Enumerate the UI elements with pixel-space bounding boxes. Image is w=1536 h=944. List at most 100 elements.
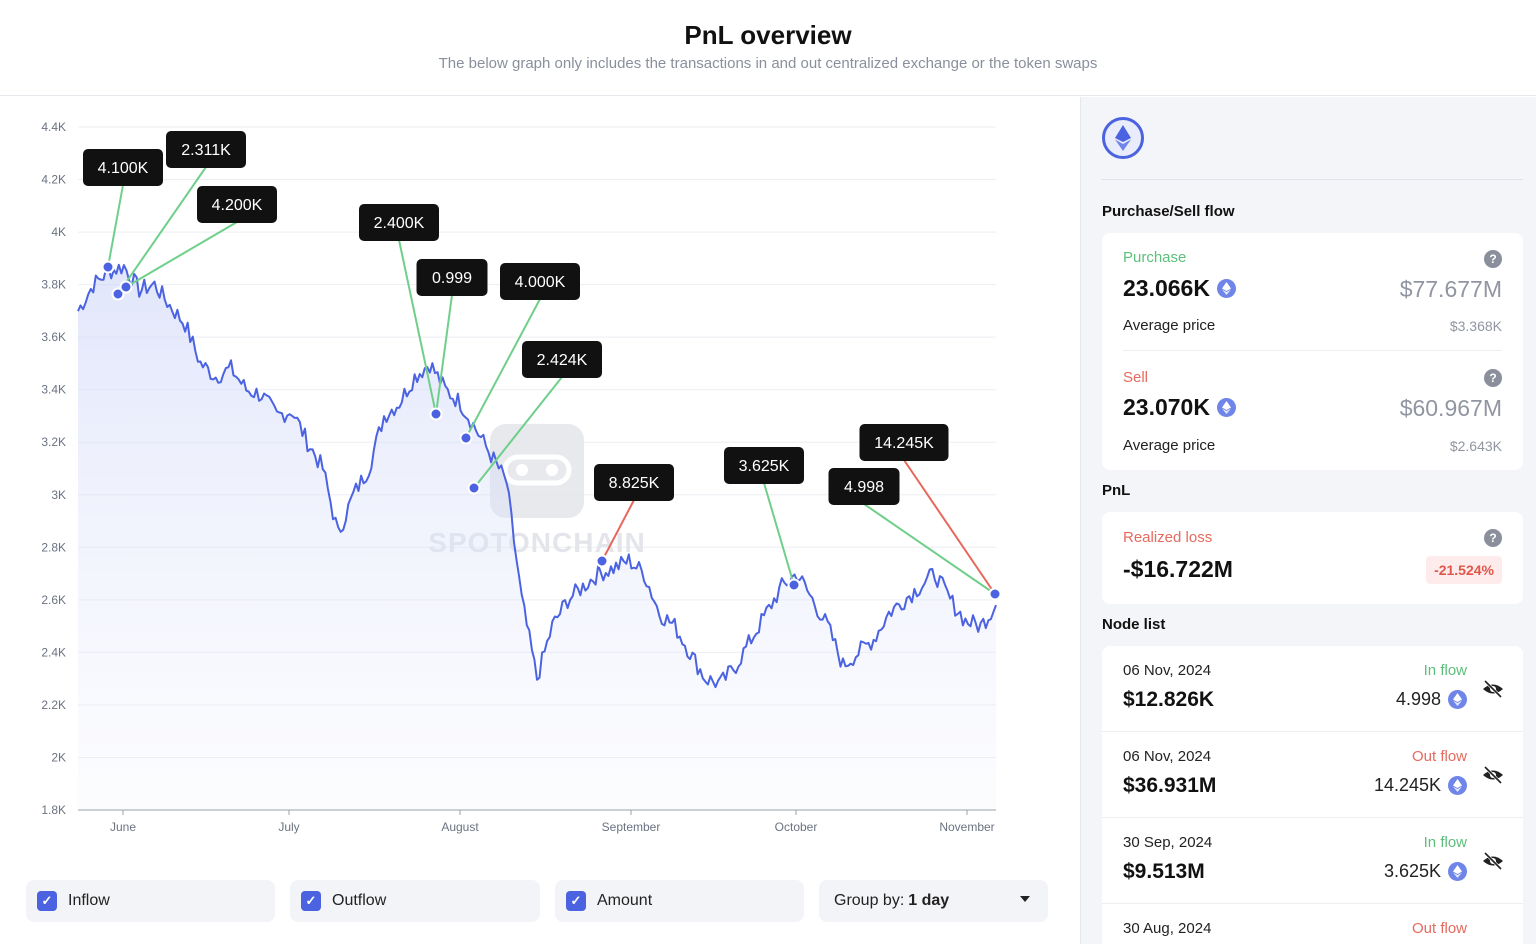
annotation-label: 0.999 <box>432 270 472 287</box>
purchase-label: Purchase <box>1123 249 1187 266</box>
side-panel: Purchase/Sell flow Purchase ? 23.066K $7… <box>1080 97 1536 944</box>
annotation-box[interactable] <box>166 131 246 168</box>
node-item[interactable]: 30 Sep, 2024 $9.513M In flow 3.625K <box>1102 818 1523 904</box>
page-header: PnL overview The below graph only includ… <box>0 0 1536 96</box>
annotation-connector <box>398 239 437 415</box>
help-icon[interactable]: ? <box>1484 369 1502 387</box>
outflow-label: Outflow <box>332 892 387 909</box>
pnl-card: Realized loss ? -$16.722M -21.524% <box>1102 512 1523 604</box>
node-value: $36.931M <box>1123 774 1217 797</box>
check-icon: ✓ <box>301 891 321 911</box>
node-value: $12.826K <box>1123 688 1215 711</box>
sell-amount-value: 23.070K <box>1123 394 1210 420</box>
inflow-toggle[interactable]: ✓ Inflow <box>26 880 275 922</box>
eye-off-icon[interactable] <box>1482 766 1504 784</box>
flow-node[interactable] <box>111 287 125 301</box>
help-icon[interactable]: ? <box>1484 529 1502 547</box>
check-icon: ✓ <box>37 891 57 911</box>
node-amount: 14.245K <box>1374 775 1467 796</box>
annotation-connector <box>601 499 635 562</box>
flow-node[interactable] <box>119 280 133 294</box>
flow-node[interactable] <box>595 554 609 568</box>
chevron-down-icon <box>1020 896 1030 902</box>
node-date: 30 Aug, 2024 <box>1123 920 1212 937</box>
amount-label: Amount <box>597 892 653 909</box>
annotation-box[interactable] <box>416 259 488 296</box>
divider <box>1123 350 1502 351</box>
annotation-connector <box>903 459 996 595</box>
annotation-connector <box>125 221 238 288</box>
area-fill <box>78 264 996 810</box>
chart-panel: SPOTONCHAIN 4.100K 2.311K 4.200K 2.400K 0.99… <box>0 97 1079 944</box>
node-flow: Out flow <box>1411 748 1467 765</box>
node-amount: 4.998 <box>1396 689 1467 710</box>
annotation-box[interactable] <box>724 447 804 484</box>
purchase-amount: 23.066K <box>1123 275 1236 302</box>
ethereum-icon <box>1102 117 1144 159</box>
annotation-connector <box>465 298 541 439</box>
annotation-label: 3.625K <box>739 458 790 475</box>
flow-node[interactable] <box>988 587 1002 601</box>
purchase-sell-title: Purchase/Sell flow <box>1102 203 1235 220</box>
outflow-toggle[interactable]: ✓ Outflow <box>290 880 540 922</box>
purchase-amount-value: 23.066K <box>1123 275 1210 301</box>
node-item[interactable]: 06 Nov, 2024 $36.931M Out flow 14.245K <box>1102 732 1523 818</box>
realized-loss-value: -$16.722M <box>1123 556 1233 582</box>
help-icon[interactable]: ? <box>1484 250 1502 268</box>
y-tick-label: 2.8K <box>41 540 66 554</box>
inflow-label: Inflow <box>68 892 110 909</box>
eye-off-icon[interactable] <box>1482 852 1504 870</box>
annotation-connector <box>435 294 453 415</box>
check-icon: ✓ <box>566 891 586 911</box>
annotation-label: 4.100K <box>98 160 149 177</box>
annotation-box[interactable] <box>500 263 580 300</box>
sell-amount: 23.070K <box>1123 394 1236 421</box>
annotation-label: 8.825K <box>609 475 660 492</box>
flow-node[interactable] <box>467 481 481 495</box>
node-item[interactable]: 06 Nov, 2024 $12.826K In flow 4.998 <box>1102 646 1523 732</box>
node-date: 30 Sep, 2024 <box>1123 834 1213 851</box>
eye-off-icon[interactable] <box>1482 680 1504 698</box>
sell-avg-label: Average price <box>1123 437 1216 454</box>
page-title: PnL overview <box>684 20 852 50</box>
pnl-chart[interactable]: SPOTONCHAIN 4.100K2.311K4.200K2.400K0.99… <box>0 97 1079 867</box>
y-tick-label: 3.2K <box>41 435 66 449</box>
x-tick-label: August <box>441 820 479 834</box>
y-tick-label: 3K <box>51 488 66 502</box>
group-by-select[interactable]: Group by: 1 day <box>819 880 1048 922</box>
node-date: 06 Nov, 2024 <box>1123 662 1212 679</box>
annotation-label: 2.424K <box>537 352 588 369</box>
page-subtitle: The below graph only includes the transa… <box>438 55 1098 72</box>
price-line[interactable] <box>77 263 997 689</box>
flow-node[interactable] <box>787 578 801 592</box>
eth-icon <box>1216 398 1236 417</box>
node-amount: 3.625K <box>1384 861 1467 882</box>
annotation-box[interactable] <box>859 424 949 461</box>
annotation-connector <box>863 503 996 595</box>
node-amount-value: 3.625K <box>1383 861 1441 881</box>
annotation-box[interactable] <box>359 204 439 241</box>
annotation-box[interactable] <box>197 186 277 223</box>
node-item[interactable]: 30 Aug, 2024 Out flow <box>1102 904 1523 944</box>
flow-node[interactable] <box>429 407 443 421</box>
amount-toggle[interactable]: ✓ Amount <box>555 880 804 922</box>
annotation-label: 4.000K <box>515 274 566 291</box>
eth-icon <box>1448 776 1467 795</box>
node-date: 06 Nov, 2024 <box>1123 748 1212 765</box>
annotation-box[interactable] <box>828 468 900 505</box>
eth-icon <box>1448 690 1467 709</box>
divider <box>1102 179 1523 180</box>
annotation-connector <box>763 482 795 586</box>
annotation-box[interactable] <box>594 464 674 501</box>
y-tick-label: 3.6K <box>41 330 66 344</box>
purchase-usd: $77.677M <box>1399 276 1502 302</box>
purchase-sell-card: Purchase ? 23.066K $77.677M Average pric… <box>1102 233 1523 470</box>
y-tick-label: 4.4K <box>41 120 66 134</box>
flow-node[interactable] <box>459 431 473 445</box>
flow-node[interactable] <box>101 260 115 274</box>
annotation-box[interactable] <box>522 341 602 378</box>
y-tick-label: 3.4K <box>41 383 66 397</box>
sell-usd: $60.967M <box>1399 395 1502 421</box>
node-flow: Out flow <box>1411 920 1467 937</box>
annotation-box[interactable] <box>83 149 163 186</box>
